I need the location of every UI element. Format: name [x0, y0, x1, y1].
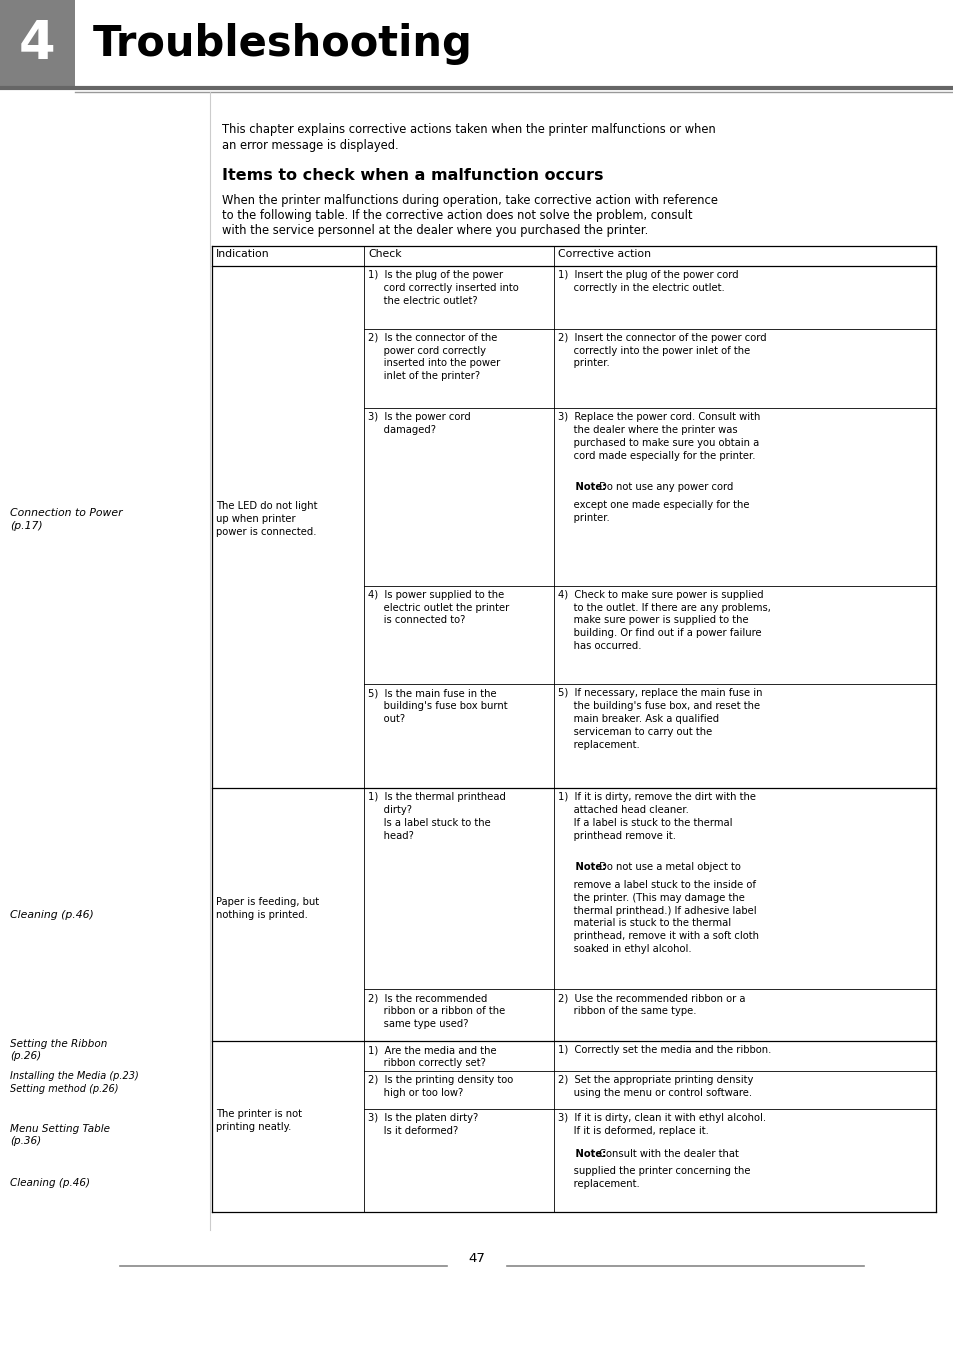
- Text: 5)  If necessary, replace the main fuse in
     the building's fuse box, and res: 5) If necessary, replace the main fuse i…: [558, 689, 761, 749]
- Text: 1)  Insert the plug of the power cord
     correctly in the electric outlet.: 1) Insert the plug of the power cord cor…: [558, 270, 738, 293]
- Text: When the printer malfunctions during operation, take corrective action with refe: When the printer malfunctions during ope…: [222, 194, 718, 208]
- Text: with the service personnel at the dealer where you purchased the printer.: with the service personnel at the dealer…: [222, 224, 648, 237]
- Text: 2)  Is the recommended
     ribbon or a ribbon of the
     same type used?: 2) Is the recommended ribbon or a ribbon…: [368, 993, 505, 1029]
- Text: Cleaning (p.46): Cleaning (p.46): [10, 1178, 90, 1189]
- Text: an error message is displayed.: an error message is displayed.: [222, 139, 398, 152]
- Text: supplied the printer concerning the
     replacement.: supplied the printer concerning the repl…: [558, 1166, 750, 1189]
- Text: 2)  Is the connector of the
     power cord correctly
     inserted into the pow: 2) Is the connector of the power cord co…: [368, 333, 499, 381]
- Text: 3)  Replace the power cord. Consult with
     the dealer where the printer was
 : 3) Replace the power cord. Consult with …: [558, 412, 760, 461]
- Text: except one made especially for the
     printer.: except one made especially for the print…: [558, 500, 749, 523]
- Text: to the following table. If the corrective action does not solve the problem, con: to the following table. If the correctiv…: [222, 209, 692, 222]
- Text: 3)  Is the platen dirty?
     Is it deformed?: 3) Is the platen dirty? Is it deformed?: [368, 1113, 477, 1136]
- Text: Do not use a metal object to: Do not use a metal object to: [596, 863, 740, 872]
- Text: 5)  Is the main fuse in the
     building's fuse box burnt
     out?: 5) Is the main fuse in the building's fu…: [368, 689, 507, 724]
- Text: This chapter explains corrective actions taken when the printer malfunctions or : This chapter explains corrective actions…: [222, 123, 715, 136]
- Text: 2)  Insert the connector of the power cord
     correctly into the power inlet o: 2) Insert the connector of the power cor…: [558, 333, 766, 368]
- Text: 4: 4: [19, 18, 56, 70]
- Text: 1)  Are the media and the
     ribbon correctly set?: 1) Are the media and the ribbon correctl…: [368, 1045, 497, 1068]
- Text: 2)  Use the recommended ribbon or a
     ribbon of the same type.: 2) Use the recommended ribbon or a ribbo…: [558, 993, 744, 1016]
- Text: The LED do not light
up when printer
power is connected.: The LED do not light up when printer pow…: [215, 500, 317, 538]
- Text: The printer is not
printing neatly.: The printer is not printing neatly.: [215, 1109, 302, 1132]
- Text: Installing the Media (p.23)
Setting method (p.26): Installing the Media (p.23) Setting meth…: [10, 1072, 138, 1093]
- Text: 1)  If it is dirty, remove the dirt with the
     attached head cleaner.
     If: 1) If it is dirty, remove the dirt with …: [558, 793, 755, 841]
- Text: Paper is feeding, but
nothing is printed.: Paper is feeding, but nothing is printed…: [215, 898, 319, 921]
- Text: 2)  Set the appropriate printing density
     using the menu or control software: 2) Set the appropriate printing density …: [558, 1076, 753, 1099]
- Text: Connection to Power
(p.17): Connection to Power (p.17): [10, 507, 123, 531]
- Text: 3)  Is the power cord
     damaged?: 3) Is the power cord damaged?: [368, 412, 470, 435]
- Text: 4)  Is power supplied to the
     electric outlet the printer
     is connected : 4) Is power supplied to the electric out…: [368, 590, 509, 625]
- Bar: [0, 0, 75, 88]
- Text: Troubleshooting: Troubleshooting: [92, 23, 473, 65]
- Text: Cleaning (p.46): Cleaning (p.46): [10, 910, 93, 919]
- Text: 1)  Is the thermal printhead
     dirty?
     Is a label stuck to the
     head?: 1) Is the thermal printhead dirty? Is a …: [368, 793, 505, 841]
- Text: Setting the Ribbon
(p.26): Setting the Ribbon (p.26): [10, 1039, 108, 1061]
- Text: Items to check when a malfunction occurs: Items to check when a malfunction occurs: [222, 168, 603, 183]
- Text: Note:: Note:: [558, 483, 605, 492]
- Text: 4)  Check to make sure power is supplied
     to the outlet. If there are any pr: 4) Check to make sure power is supplied …: [558, 590, 770, 651]
- Text: Check: Check: [368, 249, 401, 259]
- Text: Do not use any power cord: Do not use any power cord: [596, 483, 733, 492]
- Text: Indication: Indication: [215, 249, 270, 259]
- Text: Consult with the dealer that: Consult with the dealer that: [596, 1148, 739, 1158]
- Text: 2)  Is the printing density too
     high or too low?: 2) Is the printing density too high or t…: [368, 1076, 513, 1099]
- Text: remove a label stuck to the inside of
     the printer. (This may damage the
   : remove a label stuck to the inside of th…: [558, 880, 759, 954]
- Text: Corrective action: Corrective action: [558, 249, 650, 259]
- Text: 1)  Correctly set the media and the ribbon.: 1) Correctly set the media and the ribbo…: [558, 1045, 771, 1055]
- Text: Note:: Note:: [558, 1148, 605, 1158]
- Text: Note:: Note:: [558, 863, 605, 872]
- Text: 1)  Is the plug of the power
     cord correctly inserted into
     the electric: 1) Is the plug of the power cord correct…: [368, 270, 518, 306]
- Text: 3)  If it is dirty, clean it with ethyl alcohol.
     If it is deformed, replace: 3) If it is dirty, clean it with ethyl a…: [558, 1113, 765, 1136]
- Text: Menu Setting Table
(p.36): Menu Setting Table (p.36): [10, 1124, 110, 1146]
- Text: 47: 47: [468, 1251, 485, 1264]
